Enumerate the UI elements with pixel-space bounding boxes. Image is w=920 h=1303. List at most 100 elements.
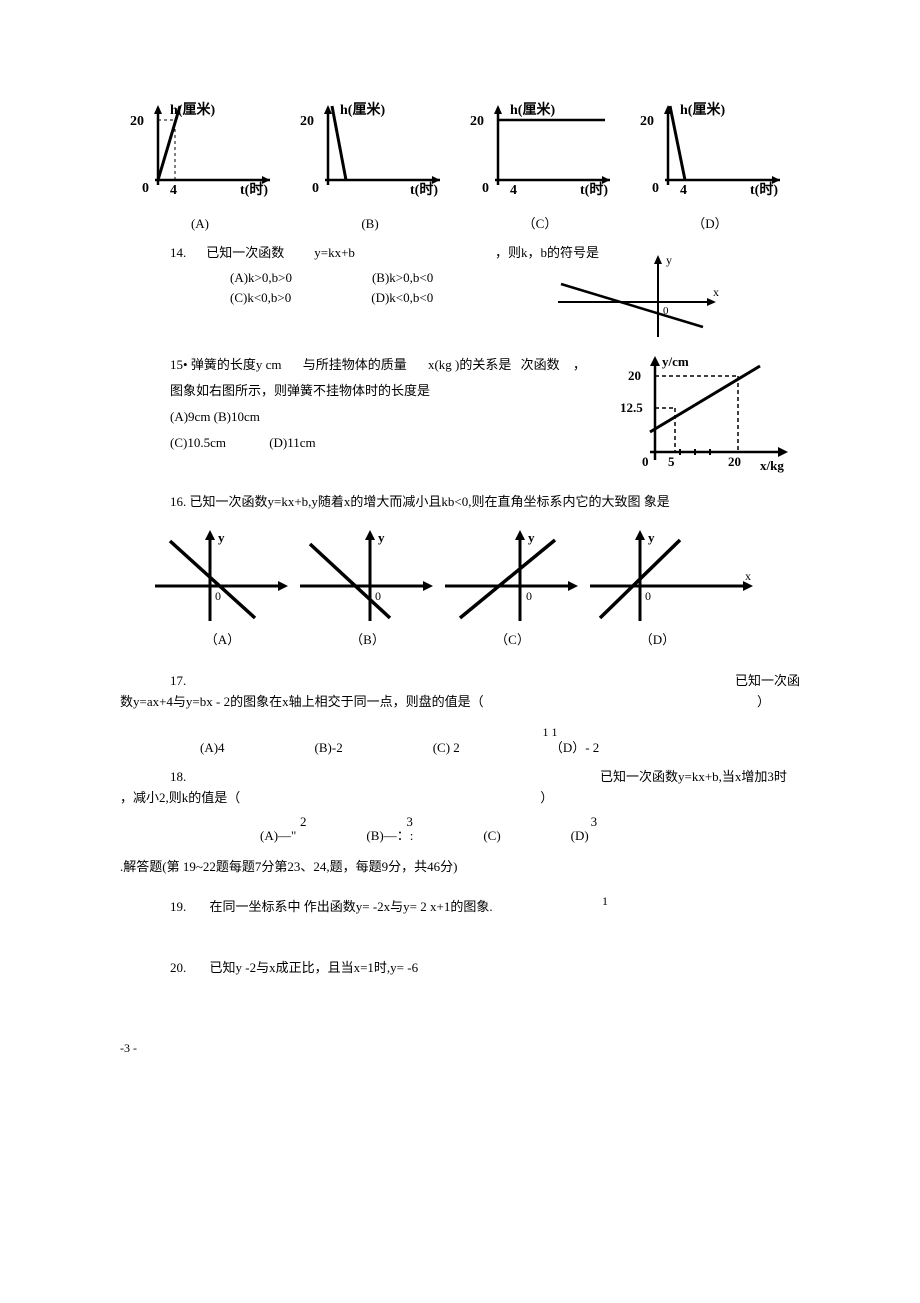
q14-stem1: 已知一次函数 xyxy=(206,243,284,264)
svg-text:t(时): t(时) xyxy=(410,181,438,198)
q15-opt-d: (D)11cm xyxy=(269,435,315,450)
svg-text:20: 20 xyxy=(628,368,641,383)
q17-opt-b: (B)-2 xyxy=(315,738,343,759)
q17-l2a: 数y=ax+4与y=bx - 2的图象在x轴上相交于同一点，则 xyxy=(120,694,419,709)
q15-opts1: (A)9cm (B)10cm xyxy=(170,404,620,430)
q16-label-c: （C） xyxy=(440,630,585,651)
q20-num: 20. xyxy=(170,960,186,975)
q15-s3: x(kg )的关系是 xyxy=(428,357,511,372)
svg-text:0: 0 xyxy=(526,589,532,603)
q19-num: 19. xyxy=(170,899,186,914)
svg-text:t(时): t(时) xyxy=(750,181,778,198)
q18-pclose: ） xyxy=(540,788,553,809)
section3-title: .解答题(第 19~22题每题7分第23、24,题，每题9分，共46分) xyxy=(120,857,800,878)
q14-graph: x y 0 xyxy=(553,252,723,342)
q13-labels: (A) (B) （C） （D） xyxy=(120,214,800,235)
q15-s1: 弹簧的长度y cm xyxy=(191,357,282,372)
svg-text:0: 0 xyxy=(312,181,319,196)
q18-opt-d: (D) xyxy=(571,828,589,843)
svg-text:20: 20 xyxy=(640,114,654,129)
svg-text:y: y xyxy=(528,530,535,545)
q17-stem-r: 已知一次函 xyxy=(735,671,800,692)
q17-opt-a: (A)4 xyxy=(200,738,225,759)
svg-text:y: y xyxy=(218,530,225,545)
q15-s2: 与所挂物体的质量 xyxy=(303,357,407,372)
q13-graph-a: h(厘米) 20 0 4 t(时) xyxy=(120,100,280,210)
svg-text:20: 20 xyxy=(130,114,144,129)
q18-sup-d: 3 xyxy=(591,812,598,833)
svg-text:h(厘米): h(厘米) xyxy=(340,101,385,118)
svg-text:20: 20 xyxy=(470,114,484,129)
svg-text:x/kg: x/kg xyxy=(760,458,784,473)
q17-pclose: ） xyxy=(757,692,770,713)
q13-graph-d: h(厘米) 20 0 4 t(时) xyxy=(630,100,790,210)
page-footer: -3 - xyxy=(120,1039,800,1058)
svg-text:x: x xyxy=(745,569,751,583)
svg-text:y: y xyxy=(666,253,672,267)
q14-opt-b: (B)k>0,b<0 xyxy=(372,268,433,289)
q16-graph-c: y 0 xyxy=(440,526,585,626)
q13-graph-row: h(厘米) 20 0 4 t(时) h(厘米) 20 0 t(时) xyxy=(120,100,800,210)
q17-opt-c: (C) 2 xyxy=(433,738,460,759)
svg-text:0: 0 xyxy=(645,589,651,603)
q16-label-d: （D） xyxy=(585,630,730,651)
svg-text:4: 4 xyxy=(510,183,517,198)
q18: 18. 已知一次函数y=kx+b,当x增加3时 ，减小2,则k的值是（ ） 2 … xyxy=(120,767,800,847)
q13-graph-b: h(厘米) 20 0 t(时) xyxy=(290,100,450,210)
svg-text:y: y xyxy=(648,530,655,545)
q20-stem: 已知y -2与x成正比，且当x=1时,y= -6 xyxy=(210,960,419,975)
svg-text:12.5: 12.5 xyxy=(620,400,643,415)
svg-text:h(厘米): h(厘米) xyxy=(680,101,725,118)
q14-opt-c: (C)k<0,b>0 xyxy=(230,288,291,309)
q18-stem-r: 已知一次函数y=kx+b,当x增加3时 xyxy=(600,767,787,788)
q14-stem2: y=kx+b xyxy=(314,243,355,264)
q16-label-b: （B） xyxy=(295,630,440,651)
svg-text:4: 4 xyxy=(170,183,177,198)
q15-line2: 图象如右图所示，则弹簧不挂物体时的长度是 xyxy=(170,378,620,404)
svg-text:t(时): t(时) xyxy=(240,181,268,198)
q16-graph-a: y 0 xyxy=(150,526,295,626)
q17-opt-d: （D）- 2 xyxy=(550,738,599,759)
q13-label-a: (A) xyxy=(120,214,280,235)
q15-opt-c: (C)10.5cm xyxy=(170,435,226,450)
svg-text:0: 0 xyxy=(482,181,489,196)
svg-text:0: 0 xyxy=(142,181,149,196)
q18-opt-a: (A)—" xyxy=(260,828,296,843)
svg-text:5: 5 xyxy=(668,454,675,469)
q16-label-a: （A） xyxy=(150,630,295,651)
q18-opt-c: (C) xyxy=(483,828,500,843)
q18-sup-b: 3 xyxy=(406,812,413,833)
q18-l2a: ，减小2,则k的值是（ xyxy=(120,788,240,809)
q15-s5: ， xyxy=(573,357,586,372)
q17-l2b: 的值是（ xyxy=(432,694,484,709)
q13-graph-c: h(厘米) 20 0 4 t(时) xyxy=(460,100,620,210)
svg-text:h(厘米): h(厘米) xyxy=(510,101,555,118)
q18-sup-a: 2 xyxy=(300,812,307,833)
q14-opt-d: (D)k<0,b<0 xyxy=(371,288,433,309)
q17-num: 17. xyxy=(170,671,186,692)
svg-text:x: x xyxy=(713,285,719,299)
q16-stem: 已知一次函数y=kx+b,y随着x的增大而减小且kb<0,则在直角坐标系内它的大… xyxy=(190,494,670,509)
q19-stem: 在同一坐标系中 作出函数y= -2x与y= 2 x+1的图象. xyxy=(210,899,493,914)
q14-num: 14. xyxy=(170,243,186,264)
q16-graph-b: y 0 xyxy=(295,526,440,626)
q17-blank: 盘 xyxy=(419,694,432,709)
q16-num: 16. xyxy=(170,494,186,509)
q20: 20. 已知y -2与x成正比，且当x=1时,y= -6 xyxy=(170,958,800,979)
q16-graph-d: y x 0 xyxy=(585,526,760,626)
svg-text:0: 0 xyxy=(215,589,221,603)
svg-text:20: 20 xyxy=(728,454,741,469)
svg-text:0: 0 xyxy=(642,454,649,469)
svg-text:4: 4 xyxy=(680,183,687,198)
svg-text:y/cm: y/cm xyxy=(662,354,689,369)
q15-graph: y/cm x/kg 20 12.5 0 5 20 xyxy=(620,352,800,482)
q13-label-d: （D） xyxy=(630,214,790,235)
q13-label-c: （C） xyxy=(460,214,620,235)
q14-opt-a: (A)k>0,b>0 xyxy=(230,268,292,289)
svg-text:0: 0 xyxy=(652,181,659,196)
svg-text:t(时): t(时) xyxy=(580,181,608,198)
q15: 15• 弹簧的长度y cm 与所挂物体的质量 x(kg )的关系是 次函数 ， … xyxy=(120,352,800,482)
q18-num: 18. xyxy=(170,767,600,788)
q14: 14. 已知一次函数 y=kx+b ，则k，b的符号是 (A)k>0,b>0 (… xyxy=(170,243,800,342)
q13-label-b: (B) xyxy=(290,214,450,235)
